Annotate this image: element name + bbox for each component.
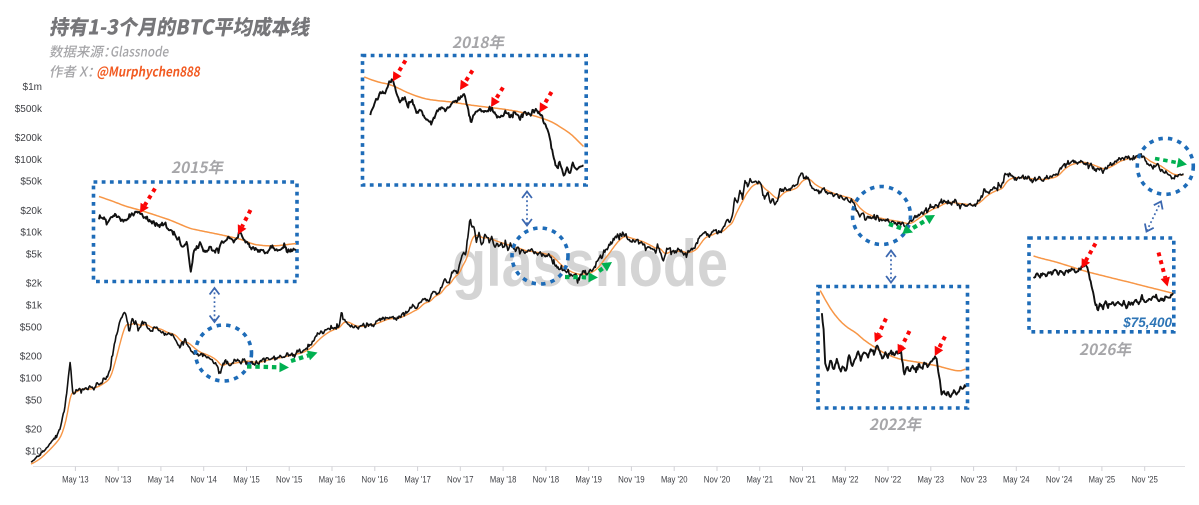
svg-text:Nov '21: Nov '21 bbox=[789, 474, 816, 485]
svg-text:$1m: $1m bbox=[23, 82, 42, 93]
svg-text:Nov '19: Nov '19 bbox=[618, 474, 645, 485]
svg-text:$10: $10 bbox=[25, 446, 42, 457]
svg-text:May '25: May '25 bbox=[1089, 474, 1116, 485]
svg-text:May '18: May '18 bbox=[490, 474, 517, 485]
svg-text:Nov '20: Nov '20 bbox=[704, 474, 731, 485]
svg-text:$5k: $5k bbox=[26, 250, 43, 261]
svg-text:May '19: May '19 bbox=[575, 474, 602, 485]
svg-text:$50k: $50k bbox=[20, 177, 43, 188]
svg-text:$20k: $20k bbox=[20, 206, 43, 217]
svg-text:May '22: May '22 bbox=[832, 474, 859, 485]
svg-text:May '14: May '14 bbox=[148, 474, 175, 485]
svg-text:Nov '24: Nov '24 bbox=[1046, 474, 1073, 485]
svg-text:May '16: May '16 bbox=[319, 474, 346, 485]
svg-text:Nov '25: Nov '25 bbox=[1131, 474, 1158, 485]
svg-text:$10k: $10k bbox=[20, 228, 43, 239]
svg-text:May '15: May '15 bbox=[233, 474, 260, 485]
svg-text:$50: $50 bbox=[25, 395, 42, 406]
svg-text:$100k: $100k bbox=[15, 155, 43, 166]
svg-text:May '23: May '23 bbox=[918, 474, 945, 485]
svg-text:$200: $200 bbox=[20, 352, 43, 363]
svg-text:May '17: May '17 bbox=[404, 474, 431, 485]
svg-text:Nov '16: Nov '16 bbox=[362, 474, 389, 485]
svg-text:May '21: May '21 bbox=[746, 474, 773, 485]
svg-text:Nov '22: Nov '22 bbox=[875, 474, 902, 485]
svg-text:Nov '14: Nov '14 bbox=[190, 474, 217, 485]
svg-text:$1k: $1k bbox=[26, 301, 43, 312]
svg-text:$500: $500 bbox=[20, 323, 43, 334]
svg-text:Nov '18: Nov '18 bbox=[533, 474, 560, 485]
svg-text:$2k: $2k bbox=[26, 279, 43, 290]
svg-text:Nov '15: Nov '15 bbox=[276, 474, 303, 485]
svg-text:$75,400: $75,400 bbox=[1122, 315, 1172, 330]
svg-text:$500k: $500k bbox=[15, 104, 43, 115]
svg-text:$100: $100 bbox=[20, 374, 43, 385]
svg-text:May '24: May '24 bbox=[1003, 474, 1030, 485]
svg-text:May '13: May '13 bbox=[62, 474, 89, 485]
svg-text:May '20: May '20 bbox=[661, 474, 688, 485]
svg-text:Nov '23: Nov '23 bbox=[960, 474, 987, 485]
svg-text:$200k: $200k bbox=[15, 133, 43, 144]
svg-text:glassnode: glassnode bbox=[452, 226, 728, 300]
svg-text:Nov '13: Nov '13 bbox=[105, 474, 132, 485]
svg-text:$20: $20 bbox=[25, 425, 42, 436]
svg-text:Nov '17: Nov '17 bbox=[447, 474, 474, 485]
